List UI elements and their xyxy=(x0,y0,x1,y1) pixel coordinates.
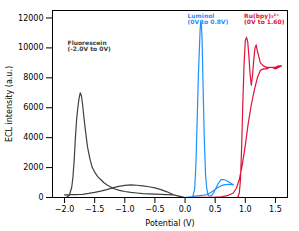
svg-text:12000: 12000 xyxy=(18,14,43,23)
svg-text:−0.5: −0.5 xyxy=(145,205,164,214)
svg-text:Potential (V): Potential (V) xyxy=(145,219,194,228)
svg-text:1.0: 1.0 xyxy=(239,205,252,214)
svg-text:−2.0: −2.0 xyxy=(55,205,74,214)
svg-text:Ru(bpy)₃²⁺(0V to 1.60): Ru(bpy)₃²⁺(0V to 1.60) xyxy=(244,12,285,25)
svg-text:10000: 10000 xyxy=(18,43,43,52)
svg-text:4000: 4000 xyxy=(23,133,43,142)
svg-text:Fluorescein(-2.0V to 0V): Fluorescein(-2.0V to 0V) xyxy=(68,39,111,52)
svg-text:1.5: 1.5 xyxy=(269,205,282,214)
svg-text:0.5: 0.5 xyxy=(209,205,222,214)
svg-text:−1.5: −1.5 xyxy=(85,205,104,214)
svg-text:0: 0 xyxy=(38,193,43,202)
svg-text:ECL intensity (a.u.): ECL intensity (a.u.) xyxy=(5,66,14,142)
svg-text:8000: 8000 xyxy=(23,73,43,82)
svg-text:2000: 2000 xyxy=(23,163,43,172)
svg-text:Luminol(0V to 0.8V): Luminol(0V to 0.8V) xyxy=(187,12,228,25)
svg-text:6000: 6000 xyxy=(23,103,43,112)
svg-text:−1.0: −1.0 xyxy=(115,205,134,214)
svg-text:0.0: 0.0 xyxy=(179,205,192,214)
